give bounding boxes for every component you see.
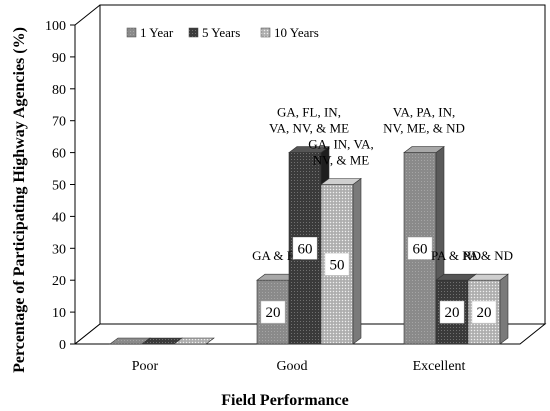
- data-label-box: [439, 300, 465, 324]
- y-tick-label: 60: [52, 147, 66, 162]
- data-label-box: [260, 300, 286, 324]
- bar-annotation: PA & ND: [463, 248, 513, 263]
- category-label: Good: [276, 359, 307, 374]
- y-tick-label: 20: [52, 274, 66, 289]
- y-tick-label: 90: [52, 51, 66, 66]
- y-tick-label: 30: [52, 242, 66, 257]
- legend-swatch: [260, 27, 271, 38]
- legend-swatch: [126, 27, 137, 38]
- data-label-box: [407, 237, 433, 260]
- data-label-box: [471, 300, 497, 324]
- y-tick-label: 0: [59, 338, 66, 353]
- legend-entry: 5 Years: [202, 25, 240, 40]
- y-axis-title: Percentage of Participating Highway Agen…: [11, 27, 28, 373]
- legend-entry: 1 Year: [140, 25, 174, 40]
- data-label: 20: [266, 305, 281, 321]
- category-labels: Poor Good Excellent: [132, 359, 466, 374]
- data-label: 50: [330, 257, 345, 273]
- legend-swatch: [188, 27, 199, 38]
- y-tick-label: 100: [45, 19, 66, 34]
- bar-annotation: GA, FL, IN, VA, NV, & ME: [269, 105, 349, 136]
- category-label: Poor: [132, 359, 159, 374]
- data-label: 60: [298, 241, 313, 257]
- bar-annotation: PA & ND: [431, 248, 481, 263]
- data-label: 20: [445, 305, 460, 321]
- category-label: Excellent: [413, 359, 466, 374]
- bar-annotation: GA, IN, VA, NV, & ME: [308, 137, 374, 168]
- y-axis: 0 10 20 30 40 50 60 70 80 90 100: [45, 19, 75, 353]
- data-label-box: [292, 237, 318, 260]
- bar-annotation: VA, PA, IN, NV, ME, & ND: [383, 105, 465, 136]
- y-tick-label: 10: [52, 306, 66, 321]
- x-axis-title: Field Performance: [221, 392, 349, 409]
- y-tick-label: 40: [52, 210, 66, 225]
- bar: [173, 337, 215, 345]
- y-tick-label: 80: [52, 83, 66, 98]
- legend-entry: 10 Years: [274, 25, 319, 40]
- y-tick-label: 70: [52, 115, 66, 130]
- legend: 1 Year 5 Years 10 Years: [126, 25, 319, 40]
- y-tick-label: 50: [52, 179, 66, 194]
- bar-annotation: GA & FL: [252, 248, 302, 263]
- data-label: 60: [413, 241, 428, 257]
- data-label-box: [324, 253, 350, 276]
- data-label: 20: [477, 305, 492, 321]
